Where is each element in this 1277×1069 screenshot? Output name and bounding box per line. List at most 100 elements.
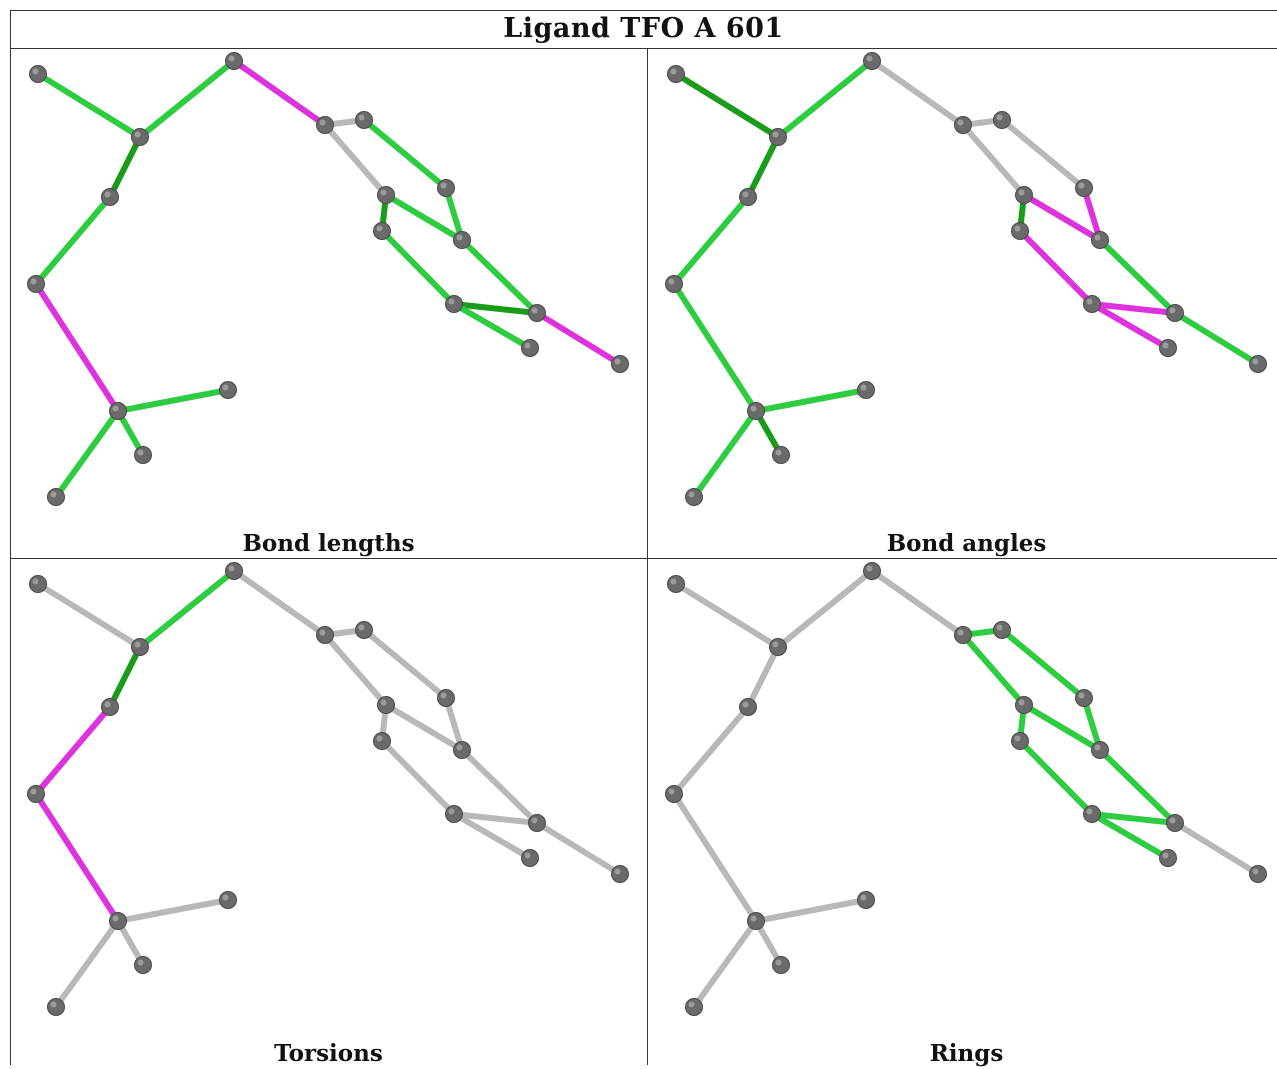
atom-highlight — [614, 358, 621, 365]
atom-c9 — [1011, 732, 1029, 750]
atom-highlight — [957, 119, 964, 126]
column-divider — [647, 48, 648, 1065]
atom-highlight — [380, 189, 387, 196]
molecule-rings — [665, 562, 1267, 1016]
atom-highlight — [1252, 868, 1259, 875]
bond-c11-f4 — [534, 310, 623, 367]
bond-c11-c7 — [459, 237, 540, 316]
atom-o1 — [225, 562, 243, 580]
atom-c7 — [1091, 231, 1109, 249]
atom-c6 — [437, 689, 455, 707]
bond-c1-o1 — [137, 58, 237, 140]
atom-c5 — [993, 621, 1011, 639]
atom-highlight — [1162, 852, 1169, 859]
atom-c11 — [1166, 814, 1184, 832]
atom-highlight — [750, 405, 757, 412]
atom-c4 — [316, 626, 334, 644]
bond-c3-f2 — [115, 897, 231, 924]
atom-highlight — [104, 701, 111, 708]
atom-c5 — [355, 111, 373, 129]
atom-f1 — [29, 575, 47, 593]
bond-c6-c7 — [1081, 695, 1103, 753]
bond-c4-c8 — [322, 632, 389, 708]
atom-highlight — [772, 641, 779, 648]
atom-c11 — [1166, 304, 1184, 322]
atom-c3 — [747, 402, 765, 420]
atom-c11 — [528, 304, 546, 322]
bond-o1-c4 — [869, 568, 966, 638]
atom-highlight — [1086, 808, 1093, 815]
atom-o2 — [47, 488, 65, 506]
atom-highlight — [524, 852, 531, 859]
atom-highlight — [860, 894, 867, 901]
atom-highlight — [30, 788, 37, 795]
atom-highlight — [358, 114, 365, 121]
bond-c5-c6 — [999, 627, 1087, 701]
atom-c8 — [1015, 186, 1033, 204]
atom-c10 — [445, 295, 463, 313]
atom-c10 — [445, 805, 463, 823]
bond-s1-c3 — [671, 281, 759, 414]
atom-s1 — [27, 785, 45, 803]
atom-c7 — [1091, 741, 1109, 759]
panel-caption: Bond angles — [886, 530, 1047, 557]
bond-c3-f2 — [115, 387, 231, 414]
atom-f4 — [1249, 865, 1267, 883]
outer-top-border — [10, 10, 1277, 11]
ligand-title: Ligand TFO A 601 — [503, 13, 784, 44]
atom-highlight — [376, 225, 383, 232]
atom-c3 — [109, 912, 127, 930]
bond-c1-c2 — [745, 134, 781, 200]
atom-highlight — [319, 119, 326, 126]
bond-c1-c2 — [745, 644, 781, 710]
atom-f2 — [857, 381, 875, 399]
atom-c2 — [101, 188, 119, 206]
bond-c1-c2 — [107, 644, 143, 710]
bond-c10-c11 — [1089, 301, 1178, 316]
atom-f2 — [219, 891, 237, 909]
atom-highlight — [531, 307, 538, 314]
bond-c8-c7 — [383, 702, 465, 753]
atom-highlight — [772, 131, 779, 138]
atom-c10 — [1083, 805, 1101, 823]
atom-f1 — [667, 575, 685, 593]
bond-c5-c6 — [361, 117, 449, 191]
atom-highlight — [137, 449, 144, 456]
atom-o1 — [225, 52, 243, 70]
title-divider — [10, 48, 1277, 49]
bond-c10-c11 — [451, 301, 540, 316]
bond-f1-c1 — [35, 581, 143, 650]
atom-f2 — [857, 891, 875, 909]
atom-highlight — [996, 114, 1003, 121]
atom-highlight — [228, 565, 235, 572]
atom-highlight — [866, 55, 873, 62]
bond-c9-c10 — [1017, 228, 1095, 307]
atom-s1 — [27, 275, 45, 293]
atom-highlight — [1086, 298, 1093, 305]
atom-highlight — [112, 915, 119, 922]
atom-highlight — [50, 1001, 57, 1008]
atom-c12 — [521, 339, 539, 357]
bond-c10-c12 — [451, 811, 533, 861]
atom-c7 — [453, 231, 471, 249]
atom-highlight — [775, 449, 782, 456]
atom-highlight — [1162, 342, 1169, 349]
bond-c11-f4 — [534, 820, 623, 877]
atom-highlight — [688, 491, 695, 498]
atom-c1 — [131, 638, 149, 656]
atom-f3 — [134, 956, 152, 974]
atom-highlight — [448, 808, 455, 815]
panel-caption: Rings — [929, 1040, 1004, 1067]
atom-c11 — [528, 814, 546, 832]
bond-c3-f2 — [753, 387, 869, 414]
bond-c10-c11 — [1089, 811, 1178, 826]
atom-c3 — [109, 402, 127, 420]
bond-c4-c8 — [960, 632, 1027, 708]
bond-c11-c7 — [1097, 237, 1178, 316]
atom-highlight — [524, 342, 531, 349]
ligand-report-frame: Ligand TFO A 601 Bond lengths Bond angle… — [10, 10, 1277, 1067]
atom-c12 — [1159, 339, 1177, 357]
bond-c10-c12 — [1089, 811, 1171, 861]
panel-rings: Rings — [648, 559, 1277, 1069]
bond-c8-c7 — [1021, 192, 1103, 243]
